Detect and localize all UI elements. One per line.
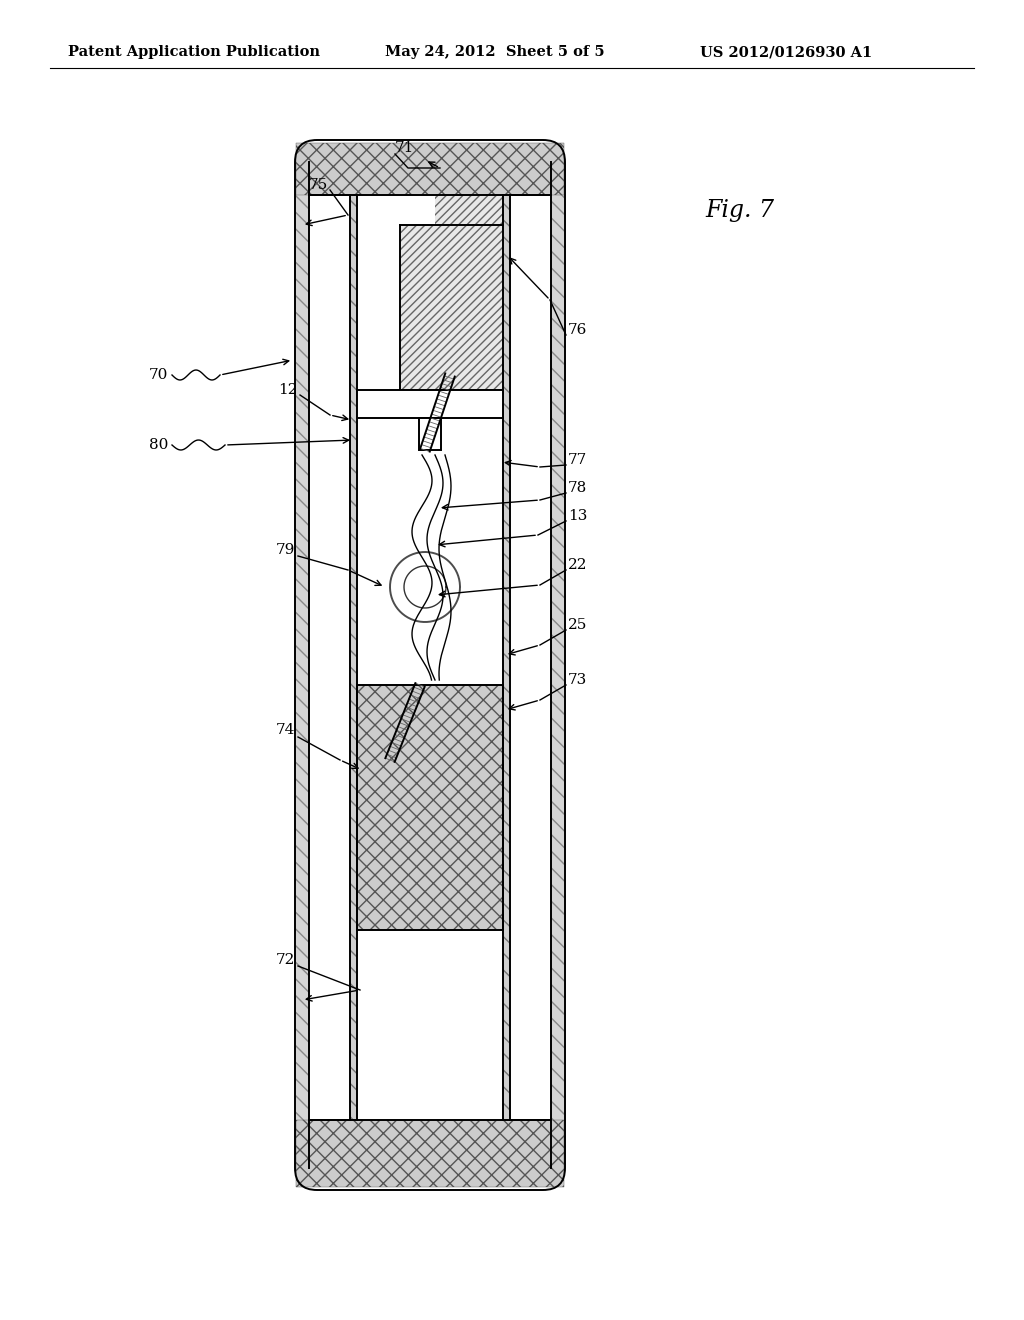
Text: May 24, 2012  Sheet 5 of 5: May 24, 2012 Sheet 5 of 5 — [385, 45, 604, 59]
Bar — [296, 143, 564, 195]
Bar — [400, 224, 435, 389]
Text: 12: 12 — [279, 383, 298, 397]
Text: 70: 70 — [148, 368, 168, 381]
Bar — [503, 195, 510, 1119]
Text: Fig. 7: Fig. 7 — [705, 198, 774, 222]
Bar — [296, 1119, 564, 1187]
Bar — [357, 685, 503, 931]
Text: 75: 75 — [309, 178, 328, 191]
Bar — [357, 389, 503, 418]
Text: 77: 77 — [568, 453, 587, 467]
Text: 73: 73 — [568, 673, 587, 686]
Bar — [357, 685, 503, 931]
Text: 78: 78 — [568, 480, 587, 495]
Text: 72: 72 — [275, 953, 295, 968]
Text: 71: 71 — [395, 141, 415, 154]
Bar — [551, 162, 564, 1168]
Text: 13: 13 — [568, 510, 588, 523]
Text: 80: 80 — [148, 438, 168, 451]
Text: 76: 76 — [568, 323, 588, 337]
Bar — [350, 195, 357, 1119]
Bar — [296, 162, 309, 1168]
Bar — [419, 418, 441, 450]
Text: US 2012/0126930 A1: US 2012/0126930 A1 — [700, 45, 872, 59]
Text: 22: 22 — [568, 558, 588, 572]
Bar — [435, 195, 503, 389]
Text: Patent Application Publication: Patent Application Publication — [68, 45, 319, 59]
Text: 79: 79 — [275, 543, 295, 557]
Text: 25: 25 — [568, 618, 588, 632]
Text: 74: 74 — [275, 723, 295, 737]
